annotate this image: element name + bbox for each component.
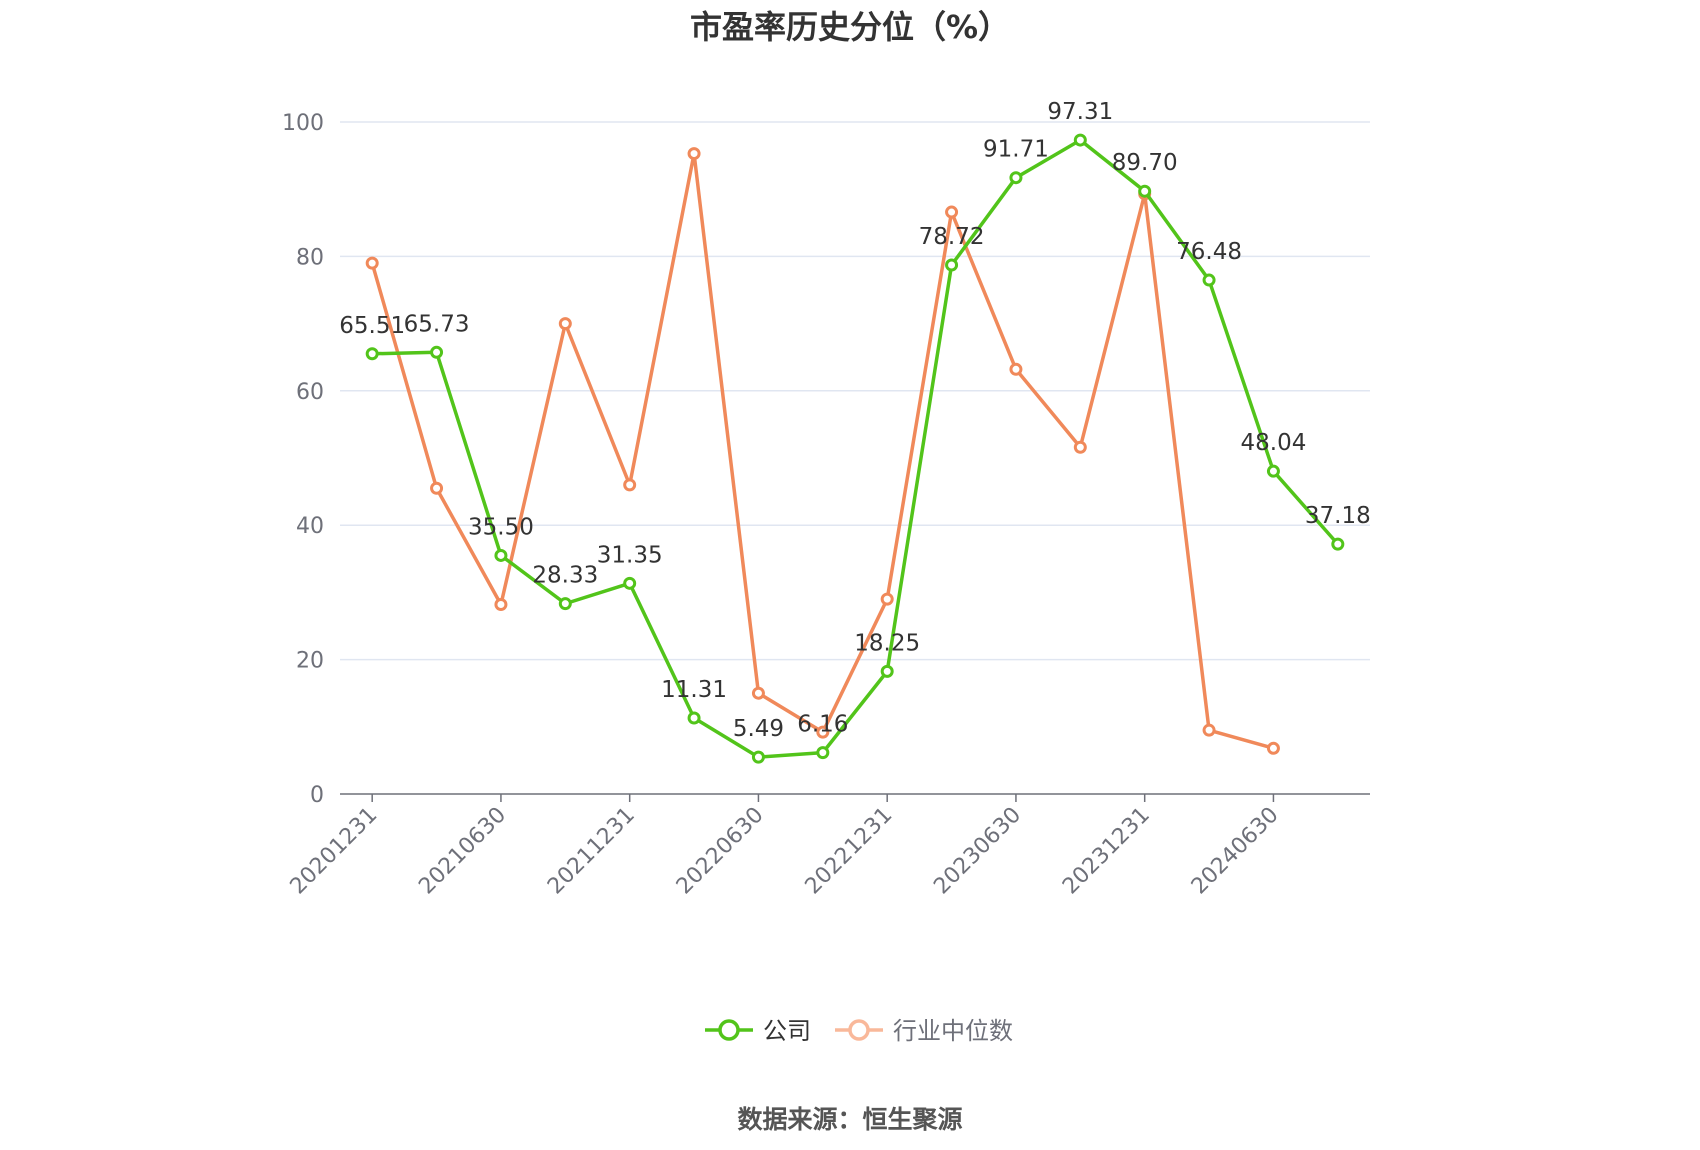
data-point (1073, 440, 1087, 454)
data-point (687, 147, 701, 161)
series-industry-median (365, 147, 1280, 755)
data-point (365, 347, 379, 361)
y-tick-label: 20 (296, 649, 324, 674)
x-tick-label: 20230630 (929, 803, 1026, 900)
source-text: 数据来源：恒生聚源 (737, 1105, 962, 1134)
data-label: 78.72 (919, 224, 985, 250)
legend[interactable]: 公司 行业中位数 (705, 1017, 1013, 1045)
data-label: 28.33 (532, 563, 598, 589)
data-label: 89.70 (1112, 150, 1178, 176)
data-point (816, 725, 830, 739)
data-point (623, 478, 637, 492)
data-point (1138, 184, 1152, 198)
data-label: 37.18 (1305, 503, 1371, 529)
data-label: 65.73 (404, 311, 470, 337)
x-tick-label: 20221231 (801, 803, 898, 900)
y-tick-label: 100 (282, 111, 324, 136)
data-point (1331, 537, 1345, 551)
data-label: 48.04 (1241, 430, 1307, 456)
data-point (558, 317, 572, 331)
x-tick-label: 20211231 (543, 803, 640, 900)
data-label: 6.16 (797, 712, 848, 738)
grid (340, 121, 1370, 661)
y-tick-label: 80 (296, 245, 324, 270)
data-point (430, 481, 444, 495)
legend-item-company[interactable]: 公司 (705, 1017, 811, 1045)
data-point (558, 597, 572, 611)
data-label: 11.31 (661, 677, 727, 703)
x-tick-label: 20240630 (1187, 803, 1284, 900)
data-point (1266, 464, 1280, 478)
series-company (365, 133, 1345, 764)
legend-circle-icon (718, 1019, 740, 1041)
y-tick-label: 40 (296, 514, 324, 539)
data-point (1202, 273, 1216, 287)
data-point (751, 750, 765, 764)
data-point (945, 205, 959, 219)
data-point (494, 597, 508, 611)
legend-item-industry-median[interactable]: 行业中位数 (835, 1017, 1013, 1045)
data-point (365, 256, 379, 270)
chart-title: 市盈率历史分位（%） (690, 8, 1010, 46)
data-point (816, 746, 830, 760)
x-tick-label: 20220630 (672, 803, 769, 900)
data-label: 76.48 (1176, 239, 1242, 265)
x-tick-label: 20231231 (1058, 803, 1155, 900)
data-label: 18.25 (854, 630, 920, 656)
legend-label: 行业中位数 (893, 1017, 1013, 1045)
data-point (1266, 741, 1280, 755)
legend-circle-icon (848, 1019, 870, 1041)
data-point (1009, 362, 1023, 376)
y-axis: 0 20 40 60 80 100 (282, 111, 324, 808)
data-label: 97.31 (1047, 99, 1113, 125)
data-point (623, 576, 637, 590)
data-label: 91.71 (983, 137, 1049, 163)
y-tick-label: 0 (310, 783, 324, 808)
data-point (1073, 133, 1087, 147)
data-point (880, 592, 894, 606)
y-tick-label: 60 (296, 380, 324, 405)
data-point (1009, 171, 1023, 185)
data-point (945, 258, 959, 272)
data-point (687, 711, 701, 725)
data-point (430, 345, 444, 359)
series-layer (365, 133, 1345, 764)
data-point (1202, 723, 1216, 737)
x-axis: 20201231 20210630 20211231 20220630 20221231… (286, 793, 1370, 900)
legend-label: 公司 (763, 1017, 811, 1045)
x-tick-label: 20201231 (286, 803, 383, 900)
data-label: 65.51 (339, 313, 405, 339)
data-label: 31.35 (597, 542, 663, 568)
series-line (372, 138, 1340, 759)
x-tick-label: 20210630 (414, 803, 511, 900)
data-point (494, 548, 508, 562)
data-point (880, 664, 894, 678)
data-label: 5.49 (733, 716, 784, 742)
data-point (751, 686, 765, 700)
data-label: 35.50 (468, 514, 534, 540)
